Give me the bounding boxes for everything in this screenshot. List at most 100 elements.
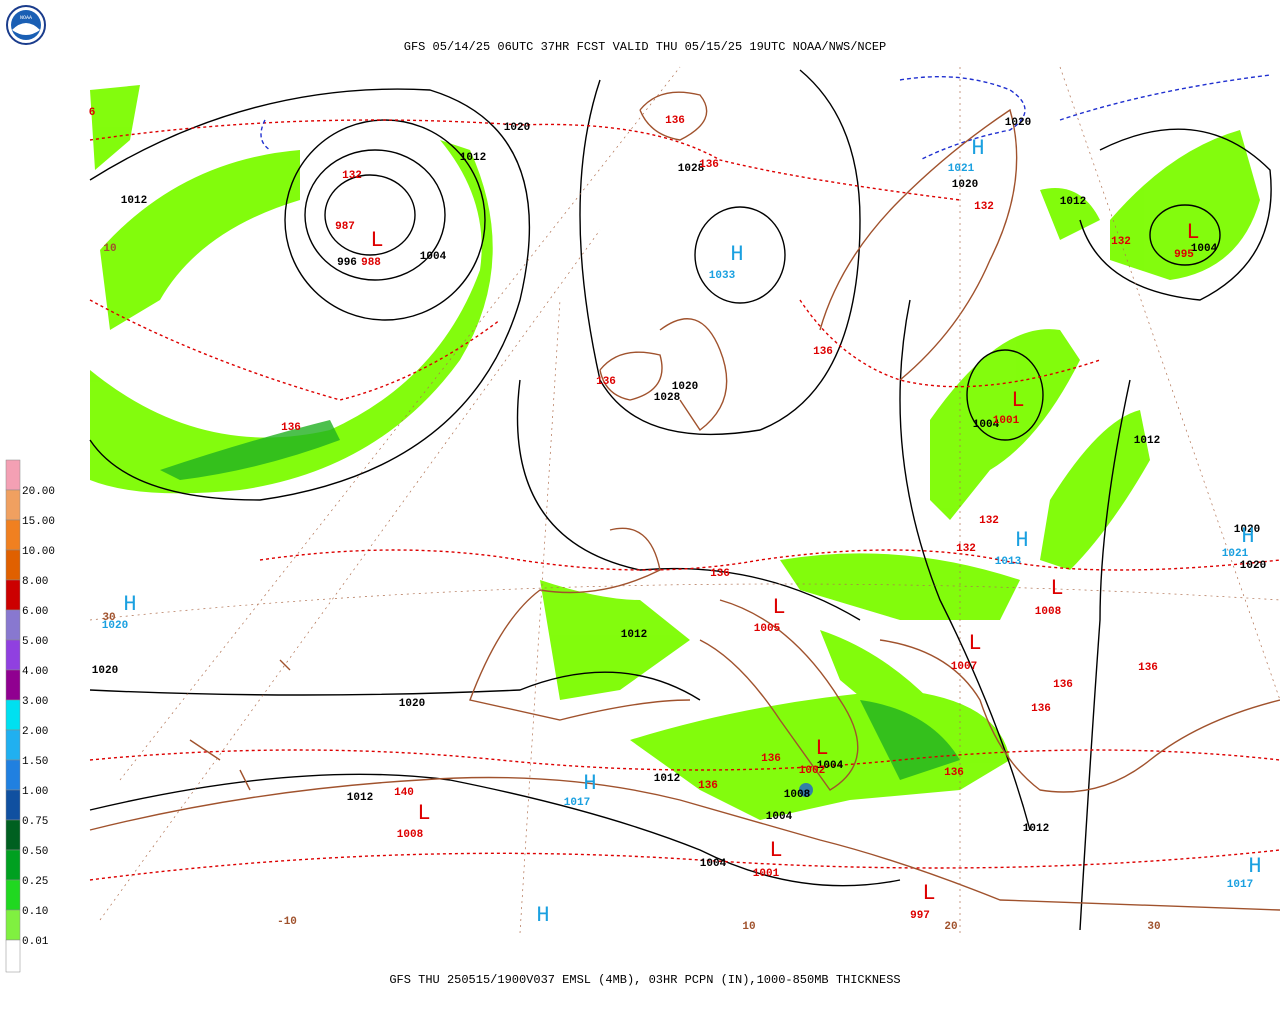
legend-swatch [5,909,21,941]
legend-swatch [5,639,21,671]
legend-label: 0.50 [22,846,48,858]
contour-label: 136 [699,159,719,171]
contour-label: 1001 [753,868,780,880]
pressure-center: H [1248,854,1261,879]
pressure-center: H [1015,528,1028,553]
contour-label: 1020 [1234,524,1260,536]
legend-label: 0.01 [22,936,49,948]
contour-label: 1002 [799,765,825,777]
legend-swatch [5,699,21,731]
legend-swatch [5,579,21,611]
contour-label: 1028 [654,392,681,404]
legend-swatch [5,939,21,973]
contour-label: 20 [944,921,957,933]
contour-label: 1021 [1222,548,1249,560]
contour-label: 1012 [1023,823,1049,835]
contour-label: 136 [1031,703,1051,715]
contour-label: 136 [665,115,685,127]
legend-swatch [5,729,21,761]
contour-label: 1005 [754,623,781,635]
legend-swatch [5,549,21,581]
legend-swatch [5,849,21,881]
legend-label: 6.00 [22,606,48,618]
contour-label: 1012 [460,152,486,164]
legend-label: 5.00 [22,636,48,648]
contour-label: 988 [361,257,381,269]
contour-label: 1020 [102,620,128,632]
contour-label: 1020 [952,179,978,191]
contour-label: -10 [277,916,297,928]
contour-label: 1008 [1035,606,1062,618]
legend-label: 1.00 [22,786,48,798]
contour-label: 132 [1111,236,1131,248]
coastlines [89,91,1280,911]
contour-label: 1020 [504,122,530,134]
contour-label: 1017 [1227,879,1253,891]
legend-swatch [5,759,21,791]
contour-label: 30 [1147,921,1160,933]
contour-label: 997 [910,910,930,922]
pressure-center: L [769,838,782,863]
contour-label: 10 [742,921,755,933]
logo-text: NOAA [20,15,32,21]
precip-heavy [160,420,960,797]
legend-label: 4.00 [22,666,48,678]
contour-label: 1033 [709,270,736,282]
map-area [89,66,1280,934]
contour-label: 1020 [399,698,425,710]
map-title: GFS 05/14/25 06UTC 37HR FCST VALID THU 0… [404,40,886,54]
noaa-logo: NOAA [6,5,46,45]
contour-label: 1028 [678,163,705,175]
legend-label: 0.25 [22,876,48,888]
legend-label: 2.00 [22,726,48,738]
contour-label: 1007 [951,661,977,673]
contour-label: 1004 [817,760,844,772]
legend-swatch [5,489,21,521]
contour-label: 132 [979,515,999,527]
legend-label: 3.00 [22,696,48,708]
contour-label: 1020 [1240,560,1266,572]
pressure-center: L [922,881,935,906]
contour-label: 996 [337,257,357,269]
pressure-center: L [815,736,828,761]
legend-swatch [5,879,21,911]
legend-label: 15.00 [22,516,55,528]
contour-label: 995 [1174,249,1194,261]
contour-label: 1001 [993,415,1020,427]
contour-label: 136 [813,346,833,358]
isobars [89,69,1272,931]
pressure-center: L [417,801,430,826]
pressure-center: L [772,595,785,620]
legend-swatch [5,669,21,701]
contour-label: 1020 [1005,117,1031,129]
contour-label: 1004 [766,811,793,823]
map-caption: GFS THU 250515/1900V037 EMSL (4MB), 03HR… [389,973,900,987]
contour-label: 136 [1053,679,1073,691]
pressure-center: L [968,631,981,656]
contour-label: 6 [89,107,96,119]
contour-label: 136 [698,780,718,792]
contour-label: 136 [944,767,964,779]
legend-label: 0.10 [22,906,48,918]
contour-label: 30 [102,612,115,624]
contour-label: 1012 [1134,435,1160,447]
contour-label: 136 [596,376,616,388]
contour-label: 1008 [784,789,811,801]
thickness-lines [89,119,1280,881]
contour-label: 1012 [621,629,647,641]
pressure-center: H [123,592,136,617]
contour-label: 136 [281,422,301,434]
contour-label: 987 [335,221,355,233]
pressure-center: L [1186,220,1199,245]
legend-swatch [5,789,21,821]
contour-label: 132 [956,543,976,555]
contour-label: 136 [1138,662,1158,674]
pressure-center: L [1011,388,1024,413]
contour-label: 1008 [397,829,424,841]
contour-label: 132 [342,170,362,182]
pressure-center: H [730,242,743,267]
contour-label: 136 [761,753,781,765]
contour-label: 1012 [347,792,373,804]
contour-label: 1004 [973,419,1000,431]
